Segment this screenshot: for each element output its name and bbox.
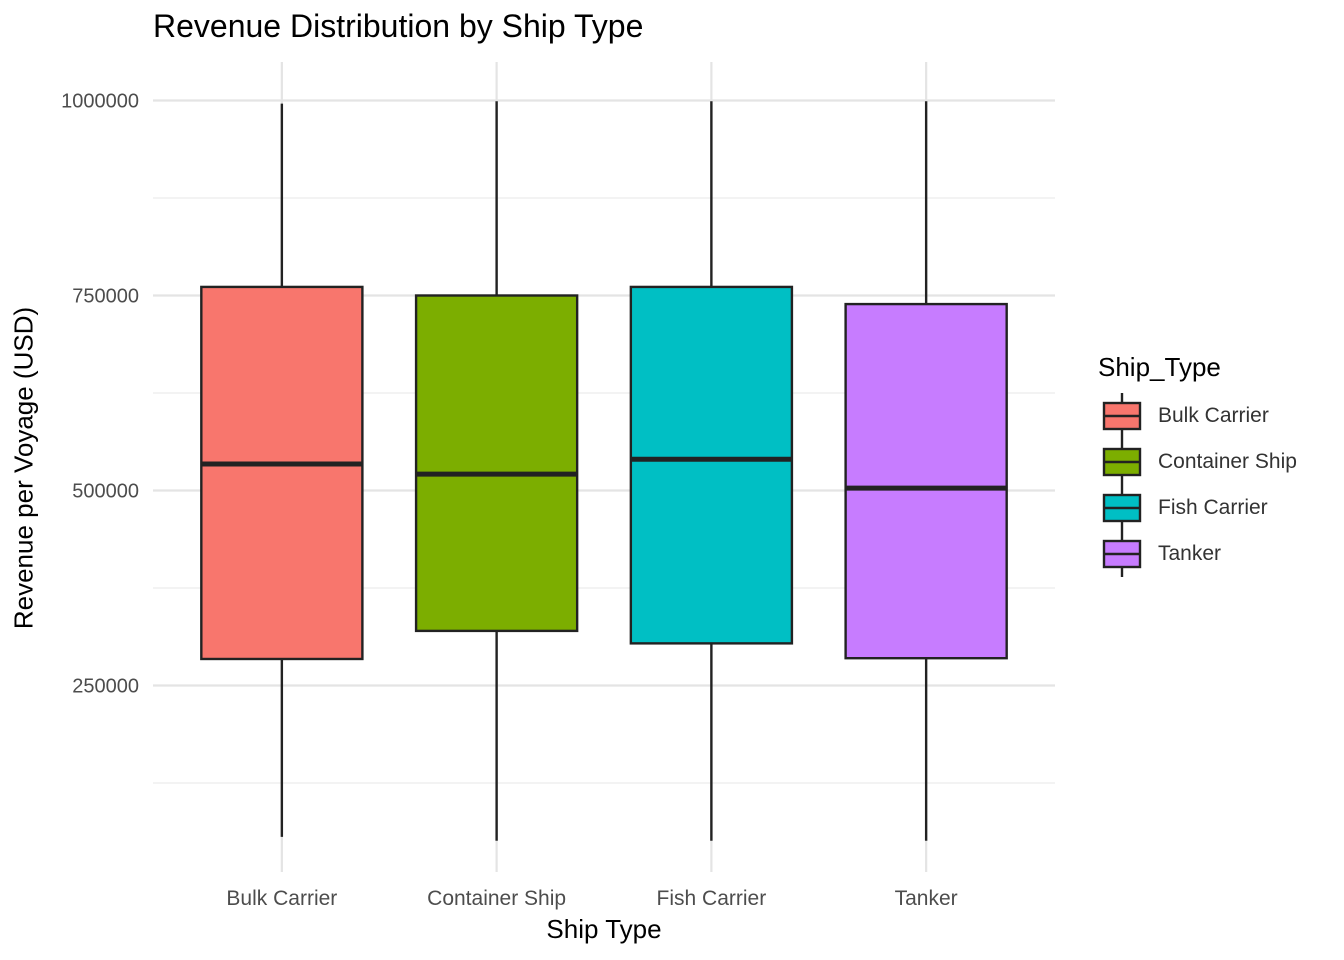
- x-tick-label: Fish Carrier: [657, 887, 767, 910]
- legend-title: Ship_Type: [1098, 352, 1221, 382]
- y-tick-label: 1000000: [61, 91, 139, 113]
- legend-item: Fish Carrier: [1098, 485, 1297, 531]
- y-tick-label: 500000: [72, 481, 139, 503]
- box-tanker: [844, 302, 1008, 660]
- legend-item: Tanker: [1098, 531, 1297, 577]
- legend-label: Container Ship: [1158, 450, 1297, 473]
- x-tick-label: Container Ship: [427, 887, 566, 910]
- x-tick-label: Tanker: [895, 887, 958, 910]
- legend-item: Container Ship: [1098, 439, 1297, 485]
- box-container-ship: [414, 294, 579, 633]
- y-tick-label: 750000: [72, 286, 139, 308]
- legend-label: Tanker: [1158, 542, 1222, 565]
- legend: Ship_Type Bulk Carrier Container Ship Fish…: [1098, 352, 1297, 577]
- legend-key: [1102, 393, 1142, 439]
- legend-item: Bulk Carrier: [1098, 393, 1297, 439]
- x-tick-label: Bulk Carrier: [226, 887, 337, 910]
- box-fish-carrier: [629, 285, 794, 645]
- legend-key: [1102, 439, 1142, 485]
- chart-title: Revenue Distribution by Ship Type: [153, 8, 644, 44]
- y-axis-title: Revenue per Voyage (USD): [8, 306, 39, 630]
- y-tick-label: 250000: [72, 676, 139, 698]
- legend-key: [1102, 531, 1142, 577]
- box-bulk-carrier: [200, 285, 364, 661]
- legend-key: [1102, 485, 1142, 531]
- legend-label: Fish Carrier: [1158, 496, 1268, 519]
- x-axis-title: Ship Type: [546, 914, 662, 944]
- legend-label: Bulk Carrier: [1158, 404, 1269, 427]
